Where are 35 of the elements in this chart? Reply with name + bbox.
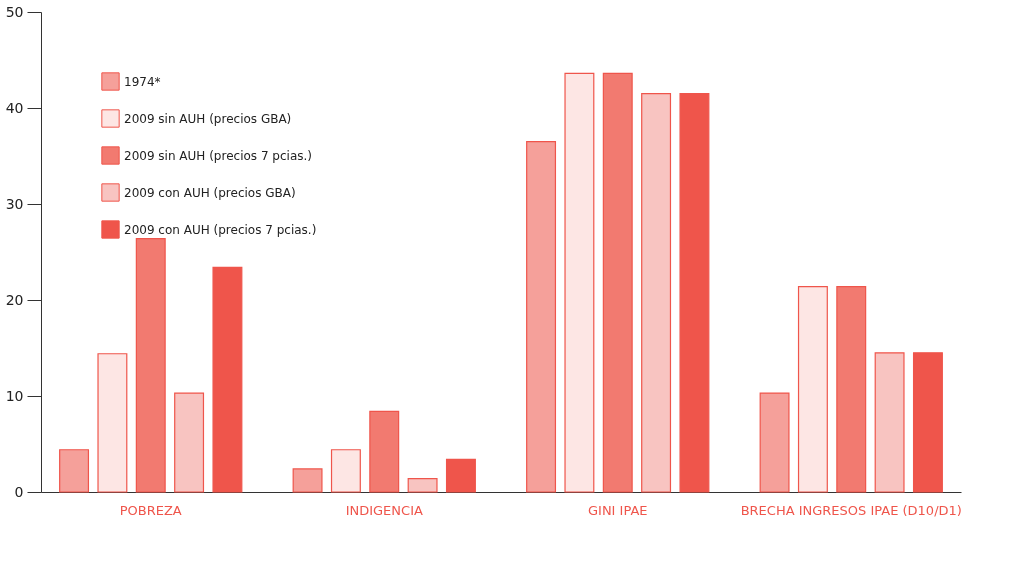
bar <box>912 352 943 493</box>
y-tick-label: 30 <box>5 195 24 212</box>
bar <box>874 352 905 493</box>
bar <box>797 285 828 493</box>
legend-label: 2009 sin AUH (precios GBA) <box>124 111 292 126</box>
bar <box>407 477 438 493</box>
bar <box>564 72 595 493</box>
legend-label: 1974* <box>124 74 161 89</box>
bar <box>641 93 672 493</box>
legend-label: 2009 con AUH (precios 7 pcias.) <box>124 222 317 237</box>
bar <box>97 353 128 493</box>
bar <box>174 392 205 493</box>
bar <box>836 285 867 493</box>
y-tick-label: 50 <box>5 3 24 20</box>
x-tick-label: POBREZA <box>119 502 182 518</box>
y-tick-label: 10 <box>5 387 24 404</box>
x-tick-label: INDIGENCIA <box>345 502 423 518</box>
bar <box>369 410 400 493</box>
y-tick-label: 0 <box>14 483 24 500</box>
bar <box>445 458 476 493</box>
x-tick-label: BRECHA INGRESOS IPAE (D10/D1) <box>740 502 962 518</box>
bar <box>59 449 90 493</box>
bar <box>330 449 361 493</box>
y-tick-label: 20 <box>5 291 24 308</box>
bar <box>212 266 243 493</box>
bar <box>292 468 323 493</box>
bar <box>679 93 710 493</box>
bar <box>759 392 790 493</box>
bar <box>135 237 166 493</box>
legend-label: 2009 con AUH (precios GBA) <box>124 185 296 200</box>
y-tick-label: 40 <box>5 99 24 116</box>
bar <box>526 141 557 493</box>
x-tick-label: GINI IPAE <box>587 502 648 518</box>
legend-label: 2009 sin AUH (precios 7 pcias.) <box>124 148 312 163</box>
bar <box>602 72 633 493</box>
